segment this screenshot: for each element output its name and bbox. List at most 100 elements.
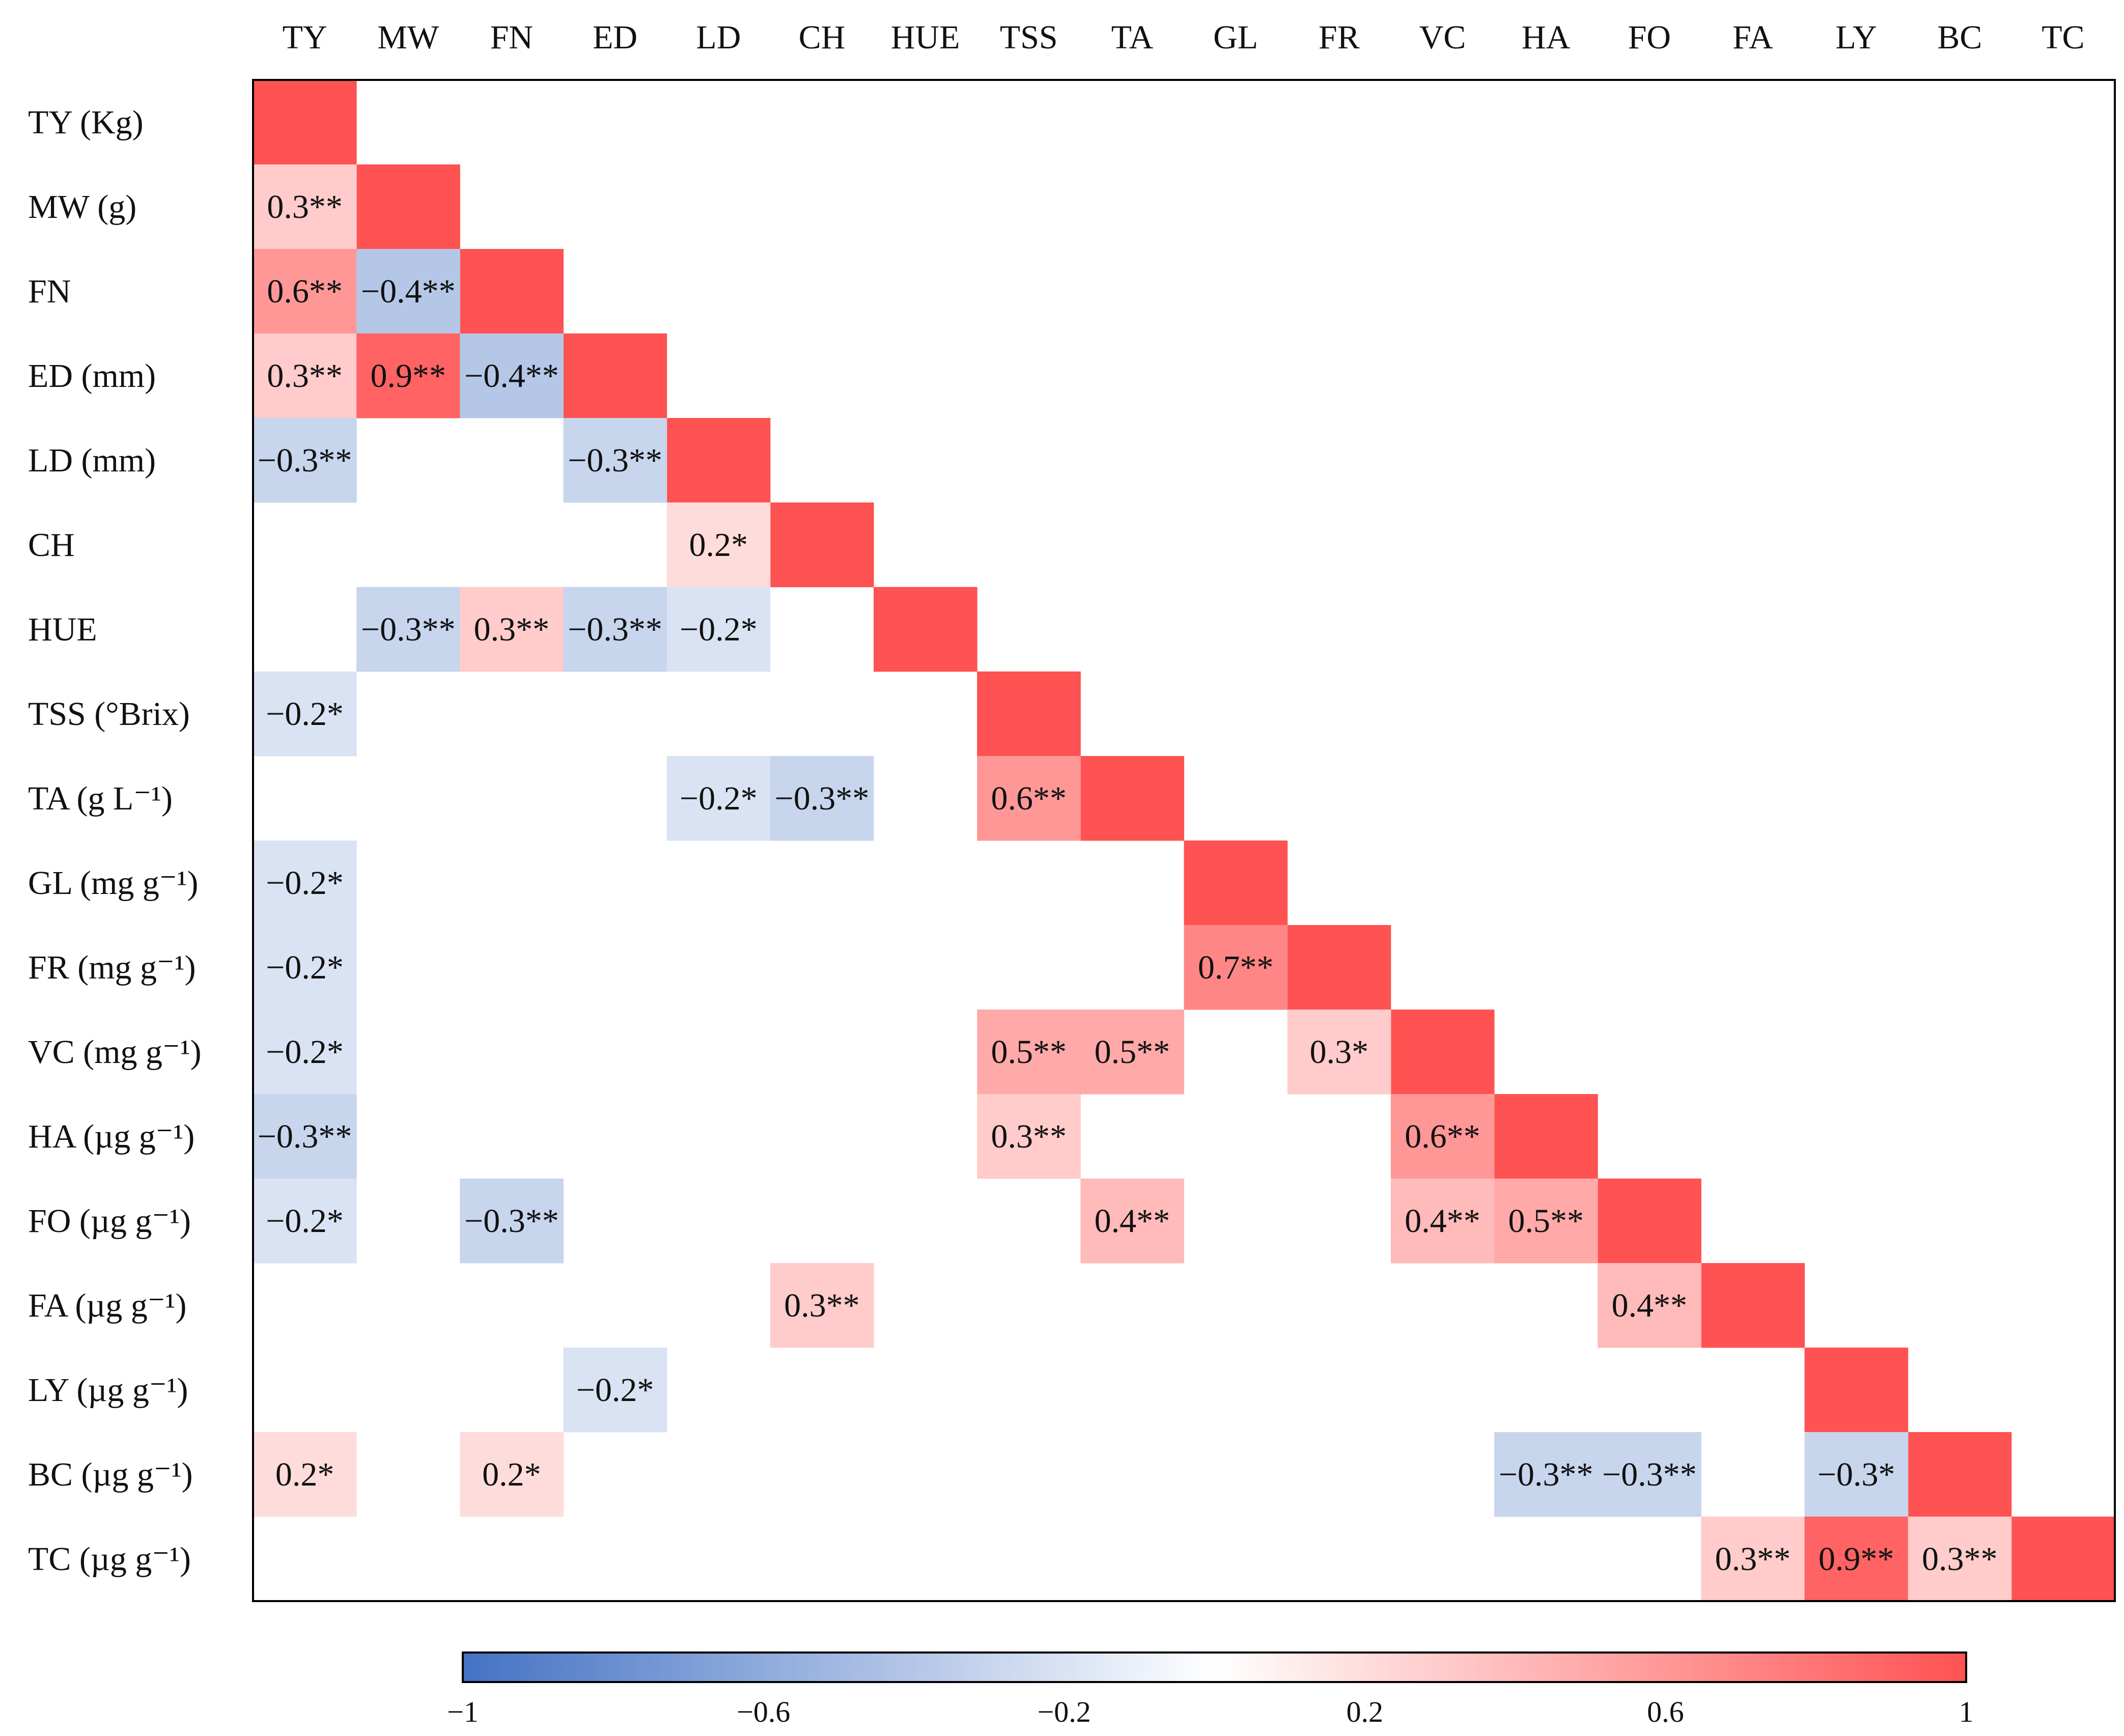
cell-value-label: −0.3** [258, 442, 352, 479]
column-header: LY [1835, 19, 1877, 56]
cell-value-label: −0.3* [1818, 1456, 1895, 1493]
colorbar-tick-label: −1 [447, 1695, 479, 1728]
cell-value-label: 0.5** [1095, 1033, 1170, 1071]
heatmap-cell-diagonal [1701, 1263, 1805, 1348]
heatmap-cell-diagonal [1598, 1179, 1701, 1264]
column-header: LD [696, 19, 741, 56]
column-header: HA [1522, 19, 1571, 56]
column-header: HUE [891, 19, 960, 56]
column-header: ED [593, 19, 637, 56]
heatmap-cell-diagonal [977, 671, 1081, 757]
column-header: TC [2042, 19, 2084, 56]
row-header: HUE [28, 611, 97, 648]
heatmap-cell [253, 925, 357, 1010]
row-header: LY (µg g⁻¹) [28, 1371, 188, 1409]
cell-value-label: 0.4** [1095, 1202, 1170, 1240]
heatmap-cell [977, 1094, 1081, 1179]
heatmap-cell [460, 1432, 564, 1517]
heatmap-cell-diagonal [356, 164, 460, 249]
heatmap-cell-diagonal [563, 333, 667, 418]
heatmap-cell [253, 249, 357, 334]
cell-value-label: −0.2* [266, 1202, 344, 1240]
cell-value-label: 0.2* [482, 1456, 541, 1493]
heatmap-cell [666, 756, 771, 841]
column-header: FO [1628, 19, 1671, 56]
heatmap-cell [563, 1348, 667, 1433]
heatmap-cell [356, 333, 460, 418]
plot-frame [252, 79, 2116, 1602]
heatmap-cell [1390, 1179, 1495, 1264]
row-header: FN [28, 273, 71, 310]
cell-value-label: 0.6** [991, 780, 1067, 817]
heatmap-cell [460, 1179, 564, 1264]
row-header: TY (Kg) [28, 104, 144, 141]
colorbar-ticks: −1 −0.6 −0.2 0.2 0.6 1 [447, 1695, 1973, 1728]
heatmap-cell [1701, 1517, 1805, 1602]
cell-value-label: −0.3** [568, 442, 662, 479]
heatmap-cell [1598, 1263, 1701, 1348]
heatmap-cell [253, 418, 357, 503]
cell-value-label: 0.3** [1922, 1541, 1998, 1578]
cell-value-label: 0.4** [1612, 1287, 1688, 1324]
cell-value-label: −0.2* [266, 949, 344, 986]
heatmap-cell [253, 164, 357, 249]
heatmap-cell-diagonal [253, 80, 357, 165]
cell-value-label: −0.3** [568, 611, 662, 648]
cell-value-label: 0.3** [267, 357, 343, 395]
heatmap-cell-diagonal [460, 249, 564, 334]
cell-value-label: 0.9** [1819, 1541, 1894, 1578]
cell-value-label: −0.4** [361, 273, 456, 310]
cell-value-label: −0.3** [361, 611, 456, 648]
cell-value-label: 0.3** [474, 611, 550, 648]
colorbar-tick-label: −0.2 [1038, 1695, 1091, 1728]
cell-value-label: 0.3* [1310, 1033, 1369, 1071]
colorbar-tick-label: 0.6 [1647, 1695, 1684, 1728]
heatmap-cell [563, 587, 667, 672]
heatmap-cells [253, 80, 2115, 1602]
heatmap-cell [977, 756, 1081, 841]
column-headers: TY MW FN ED LD CH HUE TSS TA GL FR VC HA FO FA LY BC TC [283, 19, 2085, 56]
cell-value-label: 0.3** [784, 1287, 860, 1324]
heatmap-cell [1080, 1179, 1184, 1264]
colorbar-tick-label: 0.2 [1347, 1695, 1384, 1728]
heatmap-cell [1080, 1010, 1184, 1095]
cell-labels: 0.3**0.6** −0.4**0.3** 0.9** −0.4**−0.3** −0… [258, 188, 1998, 1578]
column-header: FR [1319, 19, 1360, 56]
column-header: FA [1732, 19, 1773, 56]
row-header: ED (mm) [28, 357, 156, 395]
column-header: TA [1111, 19, 1154, 56]
heatmap-cell [977, 1010, 1081, 1095]
heatmap-cell-diagonal [1494, 1094, 1598, 1179]
colorbar-tick-label: −0.6 [737, 1695, 790, 1728]
column-header: MW [377, 19, 439, 56]
heatmap-cell [460, 333, 564, 418]
cell-value-label: −0.3** [1499, 1456, 1594, 1493]
heatmap-cell [1184, 925, 1288, 1010]
row-header: LD (mm) [28, 442, 156, 479]
heatmap-cell-diagonal [874, 587, 977, 672]
column-header: TSS [1000, 19, 1058, 56]
cell-value-label: 0.5** [1508, 1202, 1584, 1240]
row-header: TC (µg g⁻¹) [28, 1541, 191, 1578]
heatmap-cell [1804, 1517, 1909, 1602]
row-header: VC (mg g⁻¹) [28, 1033, 202, 1071]
colorbar: −1 −0.6 −0.2 0.2 0.6 1 [447, 1651, 1974, 1728]
cell-value-label: −0.3** [775, 780, 870, 817]
heatmap-cell [1494, 1179, 1598, 1264]
heatmap-cell-diagonal [770, 502, 874, 587]
heatmap-cell [356, 587, 460, 672]
heatmap-cell-diagonal [1287, 925, 1391, 1010]
column-header: VC [1419, 19, 1466, 56]
heatmap-cell-diagonal [1908, 1432, 2012, 1517]
heatmap-cell-diagonal [1080, 756, 1184, 841]
cell-value-label: −0.2* [266, 695, 344, 733]
column-header: CH [799, 19, 846, 56]
cell-value-label: 0.6** [1405, 1118, 1480, 1155]
heatmap-cell [253, 1179, 357, 1264]
cell-value-label: 0.3** [991, 1118, 1067, 1155]
heatmap-cell [1908, 1517, 2012, 1602]
cell-value-label: −0.3** [464, 1202, 559, 1240]
cell-value-label: 0.7** [1198, 949, 1274, 986]
heatmap-cell [563, 418, 667, 503]
